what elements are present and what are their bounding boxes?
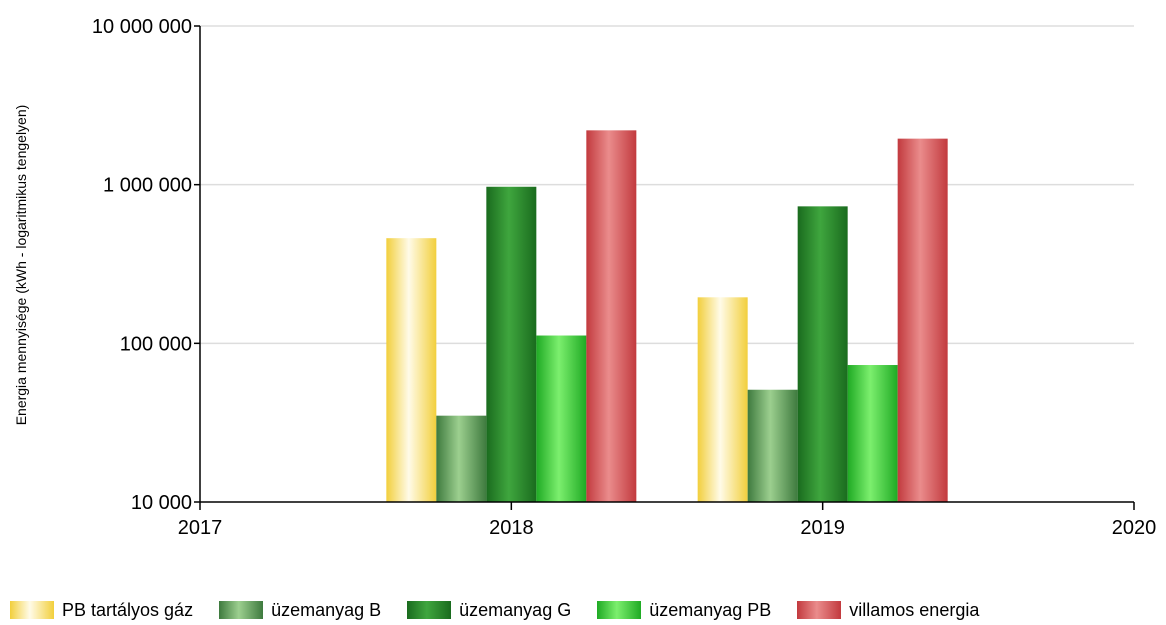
bar-2019-series-1 xyxy=(747,389,798,502)
y-tick-label-1: 100 000 xyxy=(120,333,192,355)
y-tick-label-2: 1 000 000 xyxy=(103,175,192,197)
bar-2018-series-4 xyxy=(586,130,637,502)
legend-swatch-1 xyxy=(219,601,264,619)
legend: PB tartályos gáz üzemanyag B üzemanyag G üz… xyxy=(10,598,1005,622)
legend-item-3: üzemanyag PB xyxy=(597,600,771,621)
legend-label-4: villamos energia xyxy=(849,599,980,620)
legend-item-4: villamos energia xyxy=(797,600,979,621)
legend-swatch-3 xyxy=(597,601,642,619)
legend-label-0: PB tartályos gáz xyxy=(62,599,194,620)
x-tick-label-2: 2019 xyxy=(800,517,845,539)
y-tick-label-3: 10 000 000 xyxy=(92,16,192,38)
bar-2018-series-1 xyxy=(436,415,487,502)
y-tick-label-0: 10 000 xyxy=(131,492,192,514)
y-axis-title: Energia mennyisége (kWh - logaritmikus t… xyxy=(13,105,29,426)
x-tick-label-1: 2018 xyxy=(489,517,534,539)
legend-label-2: üzemanyag G xyxy=(459,599,572,620)
legend-swatch-0 xyxy=(10,601,54,619)
chart: 10 000 100 000 1 000 000 10 000 000 2017 2018… xyxy=(13,16,1156,539)
bar-2018-series-2 xyxy=(486,186,537,502)
bar-2018-series-0 xyxy=(386,238,437,502)
legend-swatch-4 xyxy=(797,601,842,619)
bar-2019-series-2 xyxy=(797,206,848,502)
legend-item-2: üzemanyag G xyxy=(407,600,571,621)
legend-swatch-2 xyxy=(407,601,452,619)
tick-labels: 10 000 100 000 1 000 000 10 000 000 2017 2018… xyxy=(92,16,1156,539)
legend-item-1: üzemanyag B xyxy=(219,600,381,621)
x-tick-label-3: 2020 xyxy=(1112,517,1157,539)
legend-label-3: üzemanyag PB xyxy=(649,599,772,620)
grid-lines xyxy=(200,25,1134,345)
bars xyxy=(386,130,948,503)
legend-item-0: PB tartályos gáz xyxy=(10,600,193,621)
x-tick-label-0: 2017 xyxy=(178,517,223,539)
bar-2018-series-3 xyxy=(536,335,587,502)
bar-2019-series-4 xyxy=(897,138,948,503)
bar-2019-series-3 xyxy=(847,365,898,502)
legend-label-1: üzemanyag B xyxy=(271,599,382,620)
bar-2019-series-0 xyxy=(697,297,748,502)
axes xyxy=(194,25,1135,510)
